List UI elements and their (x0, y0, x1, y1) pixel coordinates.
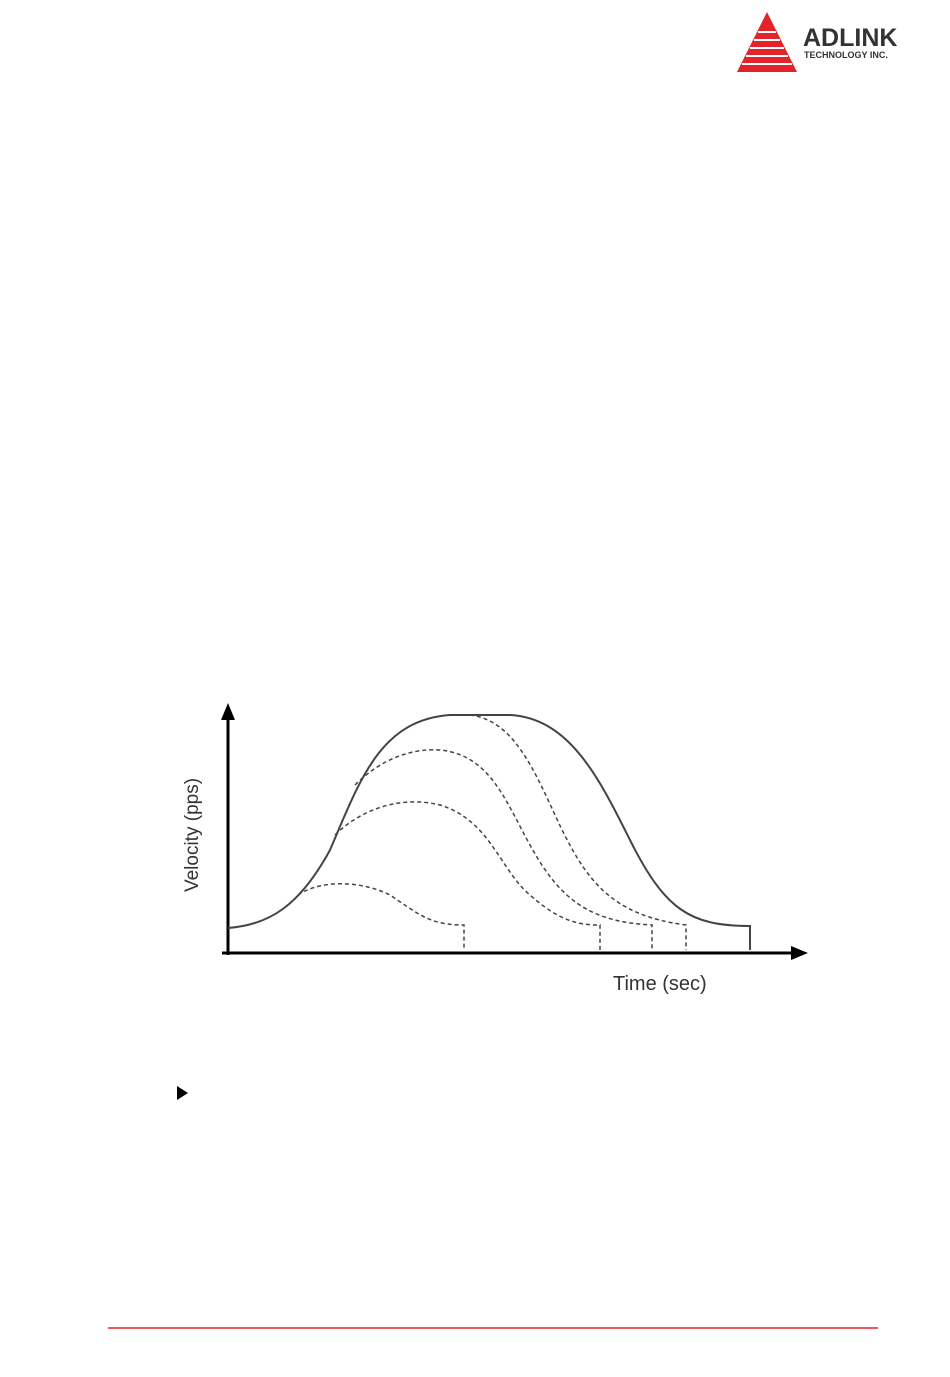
x-axis-arrow (791, 946, 808, 960)
bullet (177, 1086, 188, 1100)
x-axis-label: Time (sec) (613, 973, 707, 995)
logo-subtitle: TECHNOLOGY INC. (804, 50, 888, 60)
velocity-diagram: Velocity (pps) Time (sec) (182, 703, 808, 995)
logo-stripes (742, 31, 792, 65)
velocity-profile (227, 714, 751, 950)
y-axis-label: Velocity (pps) (182, 778, 203, 892)
dashed-profile (469, 714, 687, 950)
y-axis-arrow (221, 703, 235, 720)
logo-name: ADLINK (803, 24, 897, 52)
dashed-profile (354, 749, 653, 950)
dashed-profiles (297, 714, 687, 950)
logo: ADLINK TECHNOLOGY INC. (737, 12, 897, 72)
dashed-profile (297, 883, 465, 950)
dashed-profile (334, 801, 601, 950)
